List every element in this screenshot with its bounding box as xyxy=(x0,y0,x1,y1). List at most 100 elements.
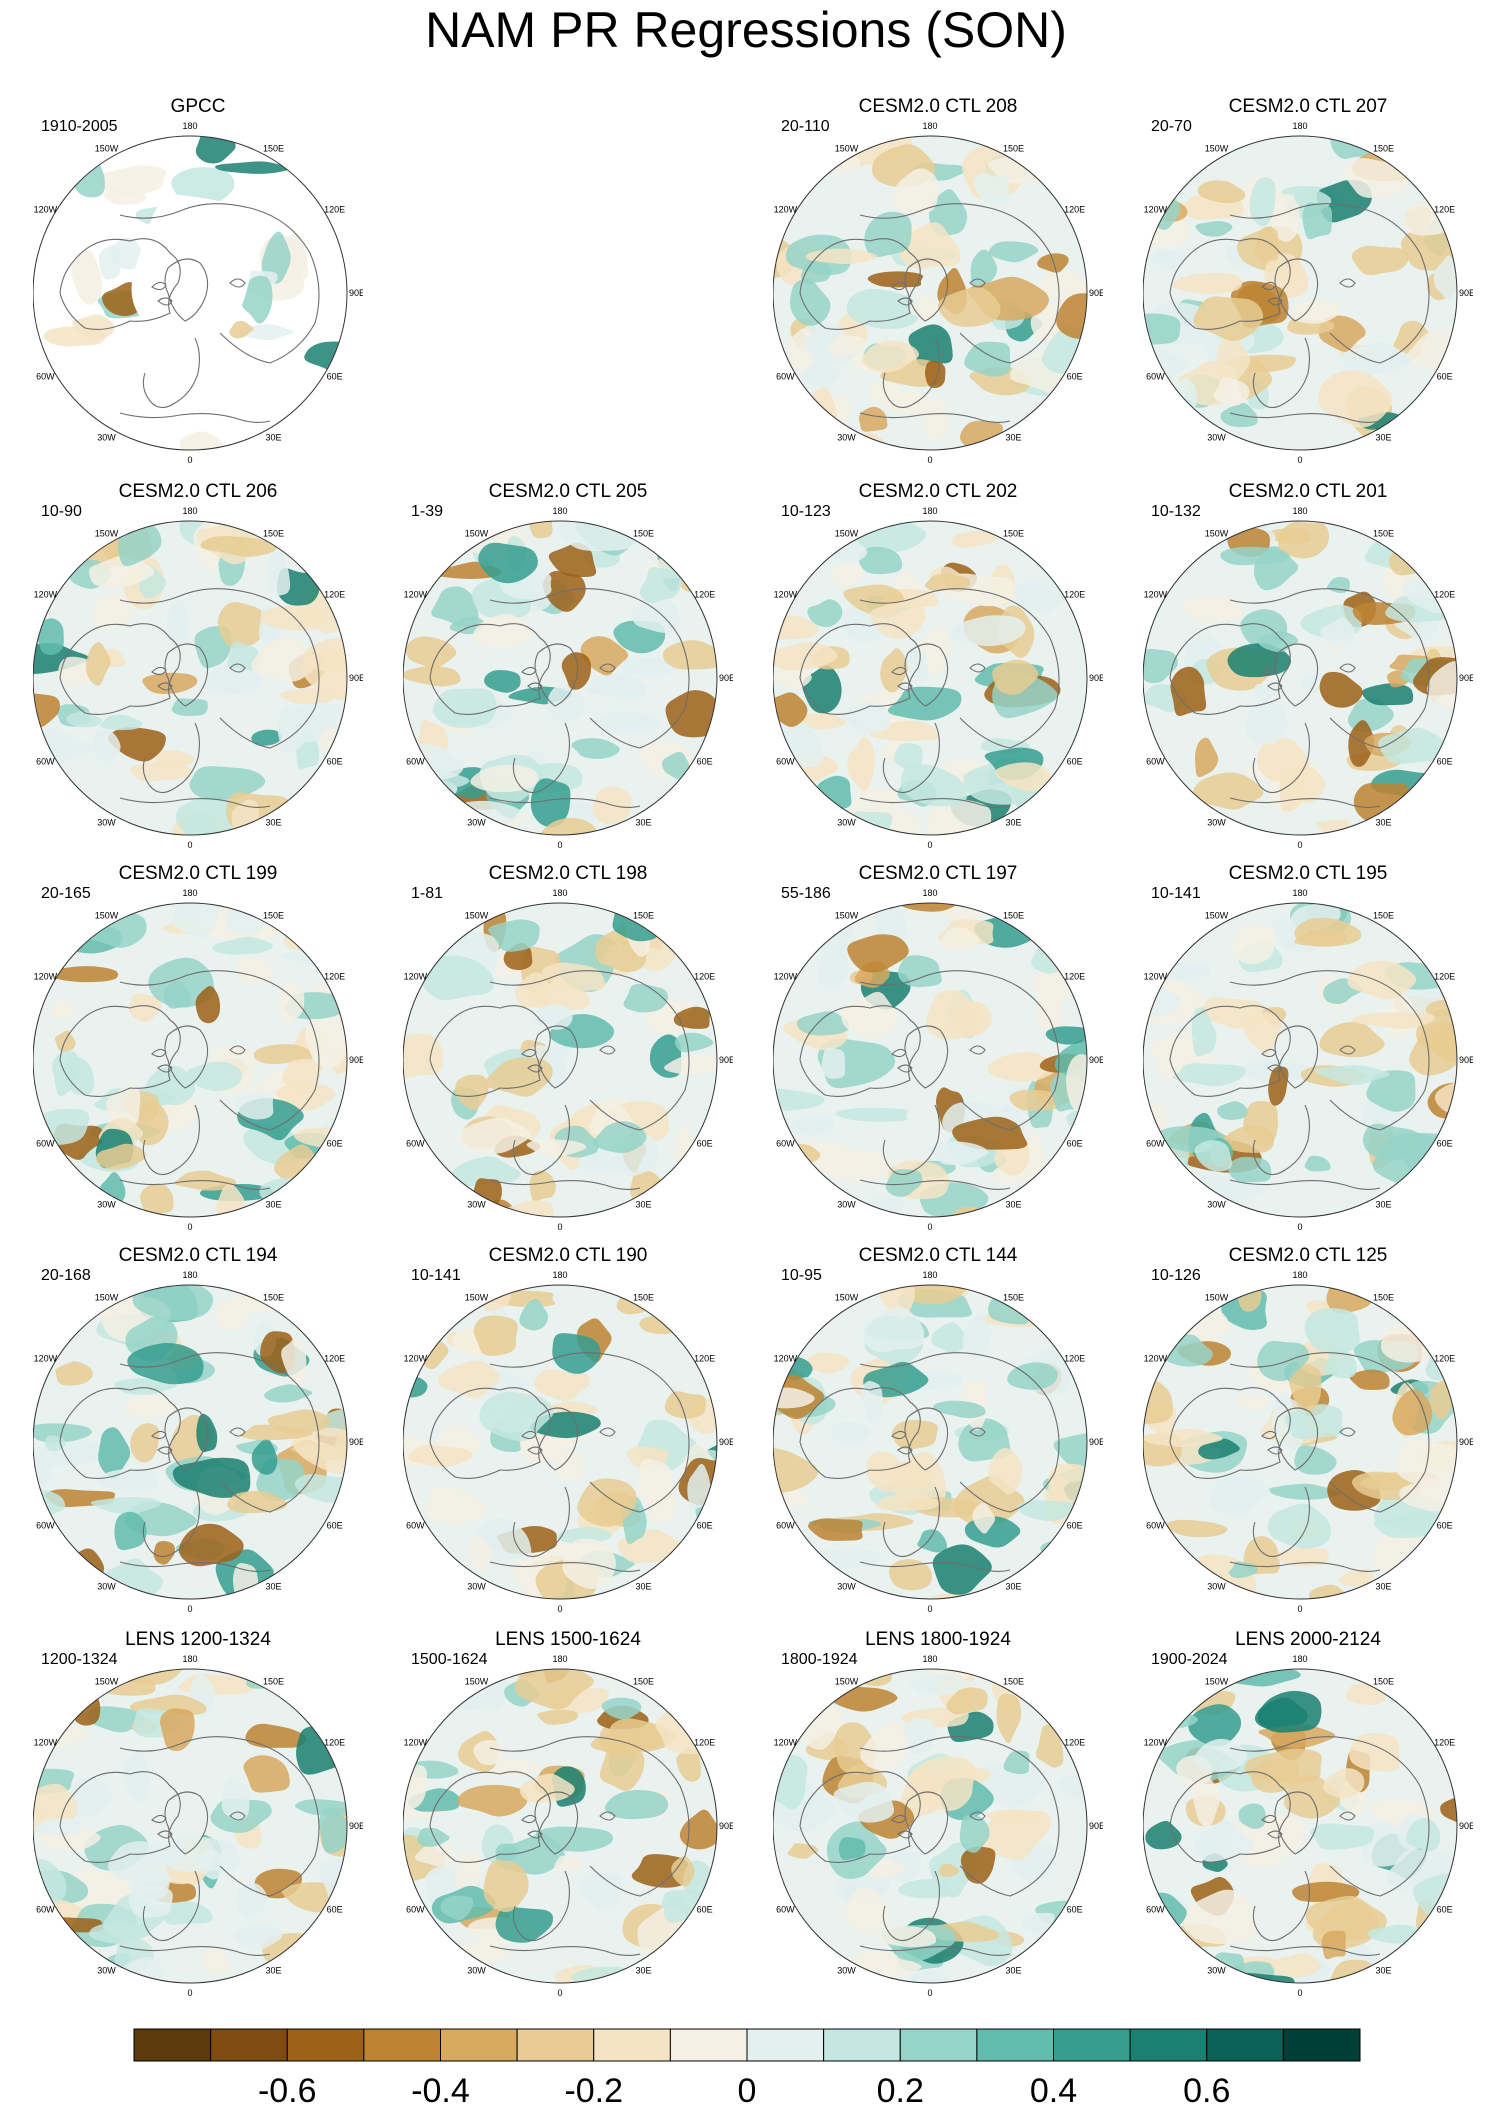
colorbar-swatch xyxy=(210,2028,288,2062)
map-panel: CESM2.0 CTL 198 180 150E 120E 90E 60E 30E 0 30W 6… xyxy=(403,862,763,1242)
longitude-label: 180 xyxy=(922,888,937,898)
longitude-label: 30E xyxy=(1005,818,1021,828)
map-boundary-circle xyxy=(33,1668,348,1984)
longitude-label: 30W xyxy=(1207,1200,1226,1210)
regression-field xyxy=(1143,1285,1457,1599)
longitude-label: 60W xyxy=(1146,757,1165,767)
regression-field xyxy=(403,1669,717,1983)
longitude-label: 120W xyxy=(1144,205,1168,215)
longitude-label: 180 xyxy=(182,1270,197,1280)
regression-field xyxy=(773,1669,1087,1983)
coastlines xyxy=(1169,588,1430,809)
longitude-label: 60E xyxy=(697,1139,713,1149)
longitude-label: 30W xyxy=(1207,1582,1226,1592)
longitude-label: 150W xyxy=(465,528,489,538)
longitude-label: 90E xyxy=(1089,1437,1103,1447)
longitude-label: 30W xyxy=(97,818,116,828)
longitude-label: 120W xyxy=(34,205,58,215)
longitude-label: 120E xyxy=(1064,1354,1085,1364)
panel-year-range: 1500-1624 xyxy=(411,1651,488,1668)
colorbar-swatch xyxy=(286,2028,365,2062)
colorbar-tick-label: 0.2 xyxy=(876,2072,924,2110)
longitude-label: 120W xyxy=(404,1354,428,1364)
map-boundary-circle xyxy=(773,1668,1088,1984)
colorbar-tick-label: -0.4 xyxy=(411,2072,470,2110)
longitude-label: 150E xyxy=(1003,1292,1024,1302)
map-boundary-circle xyxy=(403,520,718,836)
longitude-label: 150E xyxy=(1003,528,1024,538)
polar-stereographic-map: 180150E120E90E60E30E030W60W90W120W150W xyxy=(1143,1654,1473,1998)
longitude-label: 120W xyxy=(1144,1738,1168,1748)
map-boundary-circle xyxy=(773,520,1088,836)
longitude-label: 120W xyxy=(774,205,798,215)
longitude-label: 30W xyxy=(1207,1966,1226,1976)
panel-year-range: 20-168 xyxy=(41,1267,91,1284)
longitude-label: 90E xyxy=(1459,673,1473,683)
map-panel: LENS 1200-1324 180 150E 120E 90E 60E 30E 0 30W 60… xyxy=(33,1628,393,2008)
longitude-label: 30W xyxy=(837,1966,856,1976)
longitude-label: 120W xyxy=(404,972,428,982)
panel-year-range: 1910-2005 xyxy=(41,118,118,135)
regression-field xyxy=(403,521,717,835)
map-boundary-circle xyxy=(1143,1284,1458,1600)
longitude-label: 30W xyxy=(837,1200,856,1210)
longitude-label: 180 xyxy=(552,888,567,898)
longitude-label: 30W xyxy=(97,1582,116,1592)
longitude-label: 90E xyxy=(1089,673,1103,683)
longitude-label: 30W xyxy=(97,1966,116,1976)
longitude-label: 30W xyxy=(467,1200,486,1210)
map-panel: LENS 1800-1924 180 150E 120E 90E 60E 30E 0 30W 60… xyxy=(773,1628,1133,2008)
coastlines xyxy=(1169,1352,1430,1573)
colorbar-swatch xyxy=(1206,2028,1284,2062)
longitude-label: 90E xyxy=(1459,1437,1473,1447)
longitude-label: 30W xyxy=(467,818,486,828)
longitude-label: 30E xyxy=(265,1200,281,1210)
map-panel: LENS 2000-2124 180 150E 120E 90E 60E 30E 0 30W 60… xyxy=(1143,1628,1492,2008)
colorbar-tick-label: 0.6 xyxy=(1183,2072,1231,2110)
coastlines xyxy=(59,203,320,424)
longitude-label: 30E xyxy=(1375,1200,1391,1210)
longitude-label: 120E xyxy=(1064,1738,1085,1748)
longitude-label: 120E xyxy=(1434,1738,1455,1748)
longitude-label: 180 xyxy=(182,506,197,516)
longitude-label: 150W xyxy=(835,1292,859,1302)
longitude-label: 0 xyxy=(927,455,932,465)
map-panel: LENS 1500-1624 180 150E 120E 90E 60E 30E 0 30W 60… xyxy=(403,1628,763,2008)
colorbar-swatch xyxy=(976,2028,1055,2062)
longitude-label: 30E xyxy=(635,1582,651,1592)
regression-field xyxy=(1143,521,1457,835)
longitude-label: 150W xyxy=(1205,910,1229,920)
longitude-label: 120W xyxy=(34,1354,58,1364)
polar-stereographic-map: 180150E120E90E60E30E030W60W90W120W150W xyxy=(1143,506,1473,850)
longitude-label: 60E xyxy=(697,1905,713,1915)
longitude-label: 150W xyxy=(95,910,119,920)
longitude-label: 180 xyxy=(182,1654,197,1664)
longitude-label: 150E xyxy=(263,1292,284,1302)
map-boundary-circle xyxy=(403,1668,718,1984)
longitude-label: 30W xyxy=(467,1582,486,1592)
polar-stereographic-map: 180150E120E90E60E30E030W60W90W120W150W xyxy=(773,1654,1103,1998)
longitude-label: 150E xyxy=(1003,143,1024,153)
polar-stereographic-map: 180150E120E90E60E30E030W60W90W120W150W xyxy=(773,506,1103,850)
colorbar-swatch xyxy=(746,2028,825,2062)
colorbar-tick-label: 0.4 xyxy=(1029,2072,1078,2110)
longitude-label: 120E xyxy=(324,1738,345,1748)
longitude-label: 60W xyxy=(1146,372,1165,382)
longitude-label: 120E xyxy=(324,590,345,600)
map-panel: CESM2.0 CTL 194 180 150E 120E 90E 60E 30E 0 30W 6… xyxy=(33,1244,393,1624)
longitude-label: 150E xyxy=(633,1292,654,1302)
regression-field xyxy=(1143,1669,1457,1983)
longitude-label: 0 xyxy=(1297,840,1302,850)
polar-stereographic-map: 180150E120E90E60E30E030W60W90W120W150W xyxy=(33,1270,363,1614)
longitude-label: 150W xyxy=(1205,528,1229,538)
colorbar-swatch xyxy=(516,2028,595,2062)
panel-year-range: 20-70 xyxy=(1151,118,1192,135)
longitude-label: 30E xyxy=(265,1966,281,1976)
regression-field xyxy=(773,521,1087,835)
regression-field xyxy=(773,903,1087,1217)
map-boundary-circle xyxy=(33,902,348,1218)
longitude-label: 60E xyxy=(1437,1139,1453,1149)
longitude-label: 120E xyxy=(694,1738,715,1748)
longitude-label: 150W xyxy=(95,528,119,538)
longitude-label: 90E xyxy=(349,1437,363,1447)
